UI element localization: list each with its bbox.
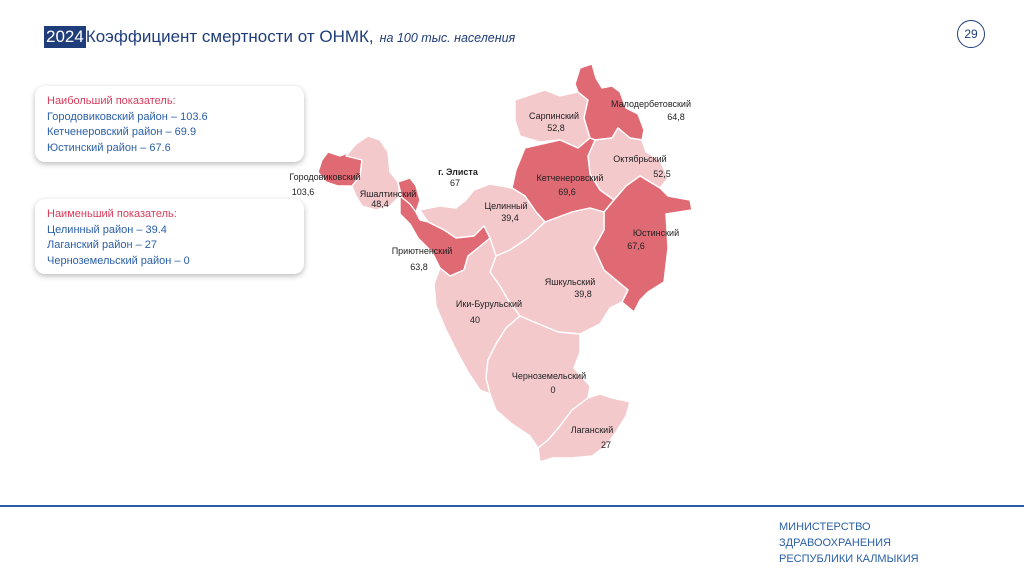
footer-divider	[0, 505, 1024, 507]
label-iki-burulsky-name: Ики-Бурульский	[456, 299, 522, 309]
label-yashkulsky-name: Яшкульский	[545, 277, 596, 287]
page-number: 29	[957, 20, 985, 48]
label-sarpinsky-name: Сарпинский	[529, 111, 579, 121]
label-yustinsky-value: 67,6	[627, 241, 645, 251]
lowest-rate-box: Наименьший показатель: Целинный район – …	[35, 199, 304, 274]
label-yashaltinsky-value: 48,4	[371, 199, 389, 209]
label-priyutnensky-name: Приютненский	[392, 246, 453, 256]
title-subtitle: на 100 тыс. населения	[379, 31, 516, 45]
label-oktyabrsky-value: 52,5	[653, 169, 671, 179]
label-chernozemelsky-value: 0	[550, 385, 555, 395]
label-gorodovikovsky-value: 103,6	[292, 187, 315, 197]
label-tselinny-name: Целинный	[484, 201, 527, 211]
label-oktyabrsky-name: Октябрьский	[613, 154, 666, 164]
label-sarpinsky-value: 52,8	[547, 123, 565, 133]
highest-box-heading: Наибольший показатель:	[47, 95, 176, 107]
lowest-box-line: Целинный район – 39.4	[47, 223, 167, 236]
footer-line: ЗДРАВООХРАНЕНИЯ	[779, 537, 891, 549]
footer-line: РЕСПУБЛИКИ КАЛМЫКИЯ	[779, 553, 919, 565]
label-iki-burulsky-value: 40	[470, 315, 480, 325]
label-yashkulsky-value: 39,8	[574, 289, 592, 299]
highest-box-line: Городовиковский район – 103.6	[47, 110, 208, 123]
year-badge: 2024	[44, 26, 86, 48]
lowest-box-line: Лаганский район – 27	[47, 239, 157, 251]
label-elista-value: 67	[450, 178, 460, 188]
region-lagansky	[537, 393, 631, 463]
label-yustinsky-name: Юстинский	[633, 228, 679, 238]
highest-box-line: Кетченеровский район – 69.9	[47, 126, 197, 138]
label-maloderbetovsky-value: 64,8	[667, 112, 685, 122]
highest-rate-box: Наибольший показатель: Городовиковский р…	[35, 86, 304, 162]
highest-box-line: Юстинский район – 67.6	[47, 141, 171, 154]
label-gorodovikovsky-name: Городовиковский	[289, 172, 360, 182]
label-lagansky-name: Лаганский	[571, 425, 613, 435]
page-title: 2024 Коэффициент смертности от ОНМК, на …	[44, 26, 515, 48]
footer-ministry: МИНИСТЕРСТВО ЗДРАВООХРАНЕНИЯ РЕСПУБЛИКИ …	[779, 519, 919, 567]
label-maloderbetovsky-name: Малодербетовский	[611, 99, 691, 109]
label-tselinny-value: 39,4	[501, 213, 519, 223]
label-yashaltinsky-name: Яшалтинский	[360, 189, 417, 199]
region-yashaltinsky	[345, 135, 401, 211]
label-ketchenerovsky-name: Кетченеровский	[537, 173, 604, 183]
lowest-box-heading: Наименьший показатель:	[47, 208, 177, 220]
footer-line: МИНИСТЕРСТВО	[779, 521, 871, 533]
label-chernozemelsky-name: Черноземельский	[512, 371, 586, 381]
label-lagansky-value: 27	[601, 440, 611, 450]
label-priyutnensky-value: 63,8	[410, 262, 428, 272]
lowest-box-line: Черноземельский район – 0	[47, 254, 190, 267]
title-main: Коэффициент смертности от ОНМК,	[85, 27, 374, 46]
label-elista-name: г. Элиста	[438, 167, 479, 177]
label-ketchenerovsky-value: 69,6	[558, 187, 576, 197]
